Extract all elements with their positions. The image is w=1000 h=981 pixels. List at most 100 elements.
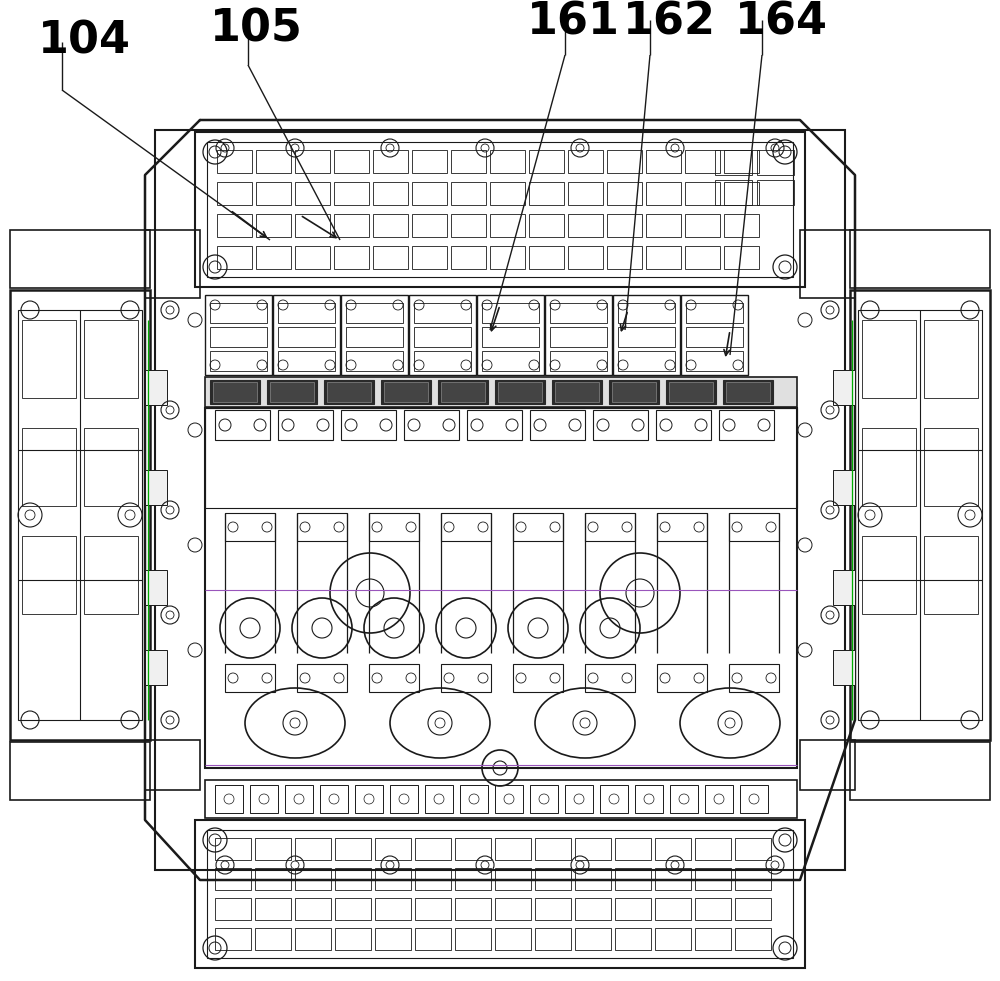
Bar bbox=[409, 295, 476, 375]
Bar bbox=[657, 513, 707, 541]
Bar bbox=[415, 898, 451, 920]
Bar bbox=[575, 928, 611, 950]
Bar bbox=[412, 150, 447, 173]
Bar bbox=[575, 838, 611, 860]
Bar bbox=[295, 838, 331, 860]
Bar bbox=[530, 785, 558, 813]
Bar bbox=[535, 928, 571, 950]
Bar bbox=[858, 310, 982, 720]
Bar bbox=[451, 246, 486, 269]
Bar bbox=[346, 351, 403, 371]
Bar bbox=[375, 868, 411, 890]
Text: 104: 104 bbox=[38, 20, 131, 63]
Bar bbox=[715, 180, 752, 205]
Bar bbox=[535, 898, 571, 920]
Bar bbox=[324, 380, 374, 404]
Bar bbox=[833, 570, 855, 605]
Bar bbox=[585, 664, 635, 692]
Bar bbox=[575, 868, 611, 890]
Bar bbox=[609, 380, 659, 404]
Bar bbox=[285, 785, 313, 813]
Bar bbox=[414, 351, 471, 371]
Bar bbox=[297, 664, 347, 692]
Text: 161: 161 bbox=[527, 0, 620, 43]
Bar bbox=[735, 898, 771, 920]
Bar bbox=[686, 351, 743, 371]
Bar bbox=[455, 838, 491, 860]
Bar bbox=[22, 320, 76, 398]
Bar bbox=[255, 838, 291, 860]
Bar bbox=[84, 536, 138, 614]
Bar bbox=[686, 327, 743, 347]
Bar bbox=[615, 868, 651, 890]
Bar bbox=[334, 246, 369, 269]
Bar bbox=[250, 785, 278, 813]
Bar bbox=[335, 898, 371, 920]
Bar bbox=[455, 868, 491, 890]
Bar bbox=[607, 182, 642, 205]
Bar bbox=[441, 513, 491, 541]
Bar bbox=[84, 428, 138, 506]
Bar bbox=[267, 380, 317, 404]
Bar bbox=[862, 428, 916, 506]
Bar bbox=[529, 182, 564, 205]
Bar bbox=[334, 182, 369, 205]
Bar bbox=[412, 246, 447, 269]
Bar bbox=[490, 150, 525, 173]
Bar bbox=[451, 214, 486, 237]
Bar bbox=[535, 838, 571, 860]
Bar bbox=[278, 351, 335, 371]
Bar bbox=[495, 785, 523, 813]
Bar bbox=[490, 182, 525, 205]
Bar bbox=[800, 230, 855, 298]
Bar bbox=[924, 320, 978, 398]
Bar bbox=[381, 380, 431, 404]
Bar bbox=[225, 664, 275, 692]
Bar bbox=[215, 838, 251, 860]
Bar bbox=[833, 470, 855, 505]
Bar bbox=[270, 382, 314, 402]
Bar bbox=[740, 785, 768, 813]
Bar bbox=[217, 182, 252, 205]
Bar bbox=[729, 664, 779, 692]
Bar bbox=[615, 928, 651, 950]
Bar bbox=[655, 928, 691, 950]
Bar bbox=[495, 838, 531, 860]
Bar bbox=[335, 928, 371, 950]
Bar bbox=[215, 410, 270, 440]
Bar bbox=[685, 214, 720, 237]
Bar bbox=[618, 303, 675, 323]
Bar bbox=[695, 838, 731, 860]
Bar bbox=[441, 664, 491, 692]
Bar bbox=[341, 410, 396, 440]
Bar bbox=[373, 246, 408, 269]
Bar bbox=[729, 513, 779, 541]
Bar bbox=[568, 150, 603, 173]
Bar bbox=[460, 785, 488, 813]
Bar bbox=[412, 182, 447, 205]
Bar bbox=[695, 868, 731, 890]
Bar bbox=[404, 410, 459, 440]
Bar bbox=[390, 785, 418, 813]
Bar bbox=[530, 410, 585, 440]
Bar bbox=[757, 180, 794, 205]
Bar bbox=[335, 838, 371, 860]
Bar bbox=[278, 303, 335, 323]
Bar bbox=[22, 536, 76, 614]
Bar bbox=[669, 382, 713, 402]
Bar bbox=[441, 382, 485, 402]
Bar bbox=[568, 246, 603, 269]
Bar bbox=[414, 327, 471, 347]
Bar bbox=[210, 351, 267, 371]
Bar bbox=[850, 230, 990, 288]
Bar bbox=[657, 664, 707, 692]
Bar bbox=[256, 246, 291, 269]
Bar bbox=[498, 382, 542, 402]
Bar bbox=[724, 214, 759, 237]
Bar bbox=[646, 182, 681, 205]
Bar bbox=[205, 780, 797, 818]
Bar bbox=[10, 742, 150, 800]
Bar bbox=[217, 246, 252, 269]
Bar bbox=[735, 868, 771, 890]
Bar bbox=[145, 370, 167, 405]
